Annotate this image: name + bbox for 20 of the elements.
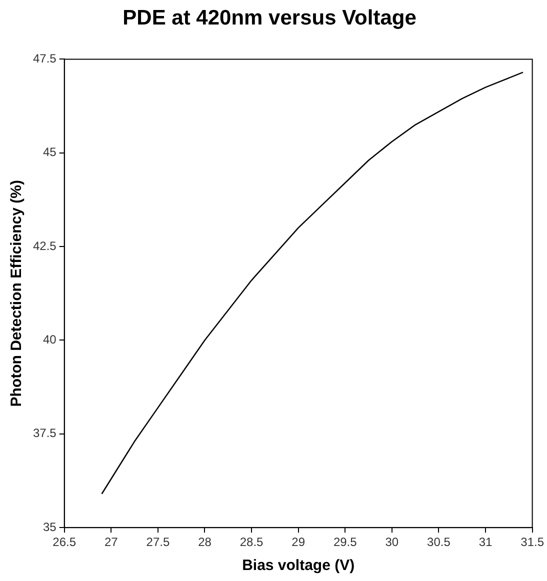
y-tick-label: 35 — [42, 520, 57, 534]
x-tick-label: 30 — [385, 535, 399, 550]
y-tick-label: 42.5 — [32, 238, 57, 253]
x-tick-label: 28 — [198, 535, 212, 550]
chart-title: PDE at 420nm versus Voltage — [122, 6, 416, 30]
x-tick-label: 28.5 — [240, 535, 264, 550]
x-tick-label: 26.5 — [52, 535, 76, 550]
y-tick-label: 45 — [42, 145, 57, 160]
x-tick-label: 29 — [292, 535, 306, 550]
y-tick-label: 37.5 — [32, 426, 57, 440]
x-tick-label: 27 — [104, 535, 118, 550]
x-tick-label: 29.5 — [333, 535, 358, 550]
y-tick-label: 40 — [42, 332, 57, 347]
x-tick-label: 30.5 — [427, 535, 451, 550]
y-tick-label: 47.5 — [32, 52, 57, 66]
y-axis-title: Photon Detection Efficiency (%) — [8, 180, 26, 407]
x-tick-label: 31 — [478, 535, 493, 550]
x-tick-label: 31.5 — [520, 535, 544, 550]
x-axis-title: Bias voltage (V) — [242, 557, 355, 574]
x-tick-label: 27.5 — [146, 535, 170, 550]
